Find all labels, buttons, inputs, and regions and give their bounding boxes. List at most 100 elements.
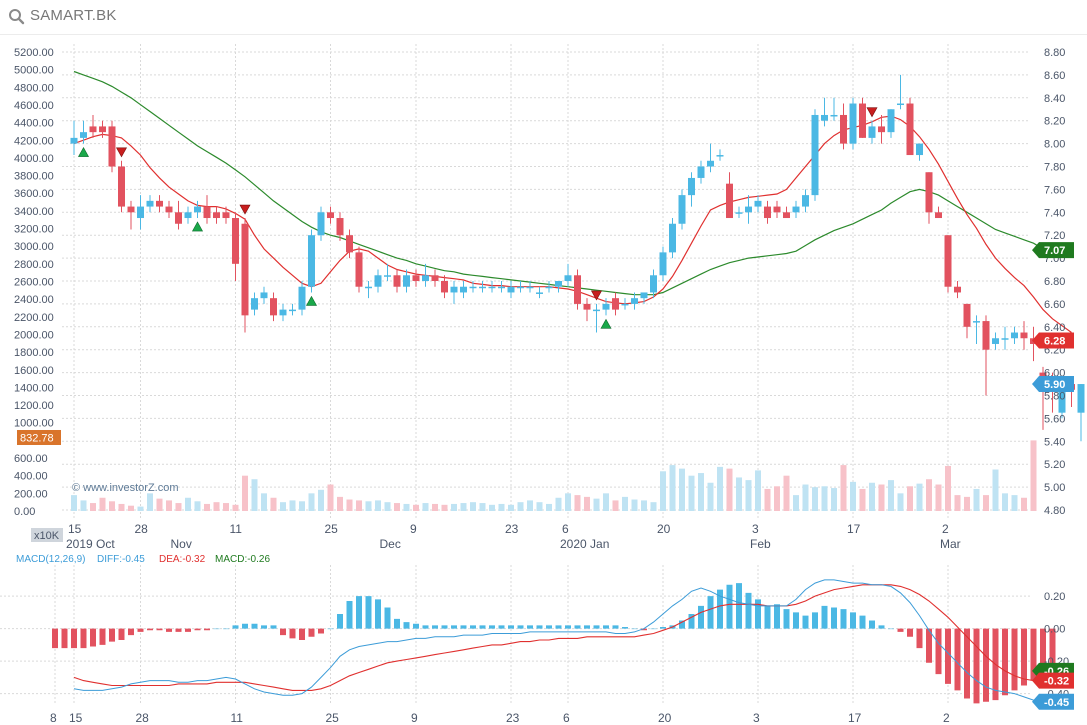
candle-body [925, 172, 933, 213]
price-grid [62, 44, 1030, 518]
candle-body [213, 212, 220, 219]
candle [593, 303, 600, 333]
macd-bar [413, 623, 419, 629]
candle-body [507, 286, 515, 293]
macd-bar [242, 623, 248, 629]
candle-body [251, 298, 258, 310]
macd-bar [479, 625, 486, 629]
macd-bar [251, 623, 258, 629]
candle [479, 281, 486, 293]
price-tick-label: 7.20 [1044, 230, 1065, 242]
macd-badge: -0.32 [1044, 676, 1069, 688]
buy-signal-icon [191, 221, 204, 232]
candle-body [726, 183, 733, 219]
candle-body [906, 103, 914, 156]
macd-bar [660, 627, 666, 629]
volume-current-badge [17, 429, 61, 445]
candle [469, 281, 477, 293]
candle-body [355, 252, 363, 287]
candle-body [859, 103, 866, 138]
macd-bar [384, 607, 391, 629]
candle [412, 269, 420, 287]
candle-body [488, 286, 496, 289]
x-day-label: 2 [942, 522, 949, 536]
volume-bar [527, 500, 533, 511]
candle-body [878, 126, 885, 133]
candle-body [669, 223, 676, 253]
x-month-label: Feb [750, 537, 771, 551]
candle [99, 120, 106, 138]
price-badge-bg [1032, 332, 1074, 349]
candle-body [1077, 384, 1085, 413]
price-tick-label: 6.80 [1044, 276, 1065, 288]
macd-bar [223, 628, 229, 630]
candle [327, 206, 334, 224]
volume-bar [812, 487, 818, 511]
volume-bar [584, 496, 590, 511]
candle [336, 212, 344, 241]
volume-unit-badge [31, 528, 63, 542]
macd-legend-name: MACD(12,26,9) [16, 554, 85, 565]
volume-bar [118, 503, 125, 511]
volume-bar [517, 502, 524, 511]
macd-bar [679, 620, 685, 629]
search-bar[interactable]: SAMART.BK [0, 0, 1087, 35]
volume-bar [99, 497, 106, 511]
candle-body [944, 235, 952, 287]
candle [450, 281, 458, 304]
macd-bar [641, 628, 647, 631]
macd-bar [527, 625, 533, 629]
candle-body [279, 309, 287, 316]
volume-bar [612, 500, 619, 511]
candle [631, 292, 638, 310]
macd-x-day-label: 9 [411, 711, 418, 725]
volume-bar [736, 477, 742, 511]
volume-tick-label: 1800.00 [14, 347, 54, 359]
macd-bar [356, 596, 362, 629]
macd-bar [517, 625, 524, 629]
price-tick-label: 5.00 [1044, 482, 1065, 494]
macd-bar [612, 625, 619, 629]
candle [80, 120, 87, 144]
x-day-label: 20 [657, 522, 671, 536]
volume-bar [213, 502, 220, 511]
volume-tick-label: 400.00 [14, 471, 48, 483]
candle [916, 143, 923, 161]
macd-bar [71, 628, 77, 649]
candle-body [840, 114, 847, 144]
volume-bar [536, 502, 543, 511]
price-tick-label: 5.40 [1044, 436, 1065, 448]
volume-bar [907, 486, 913, 511]
volume-axis: 0.00 200.00 400.00 600.00 1000.00 1200.00 1400… [14, 47, 54, 518]
macd-bar [831, 607, 837, 629]
volume-tick-label: 1000.00 [14, 418, 54, 430]
candle [678, 189, 686, 230]
candle [830, 97, 838, 121]
volume-tick-label: 3000.00 [14, 241, 54, 253]
macd-bar [954, 628, 961, 691]
candle-body [118, 166, 125, 207]
volume-tick-label: 200.00 [14, 488, 48, 500]
volume-bar [441, 504, 448, 511]
volume-tick-label: 2000.00 [14, 329, 54, 341]
volume-bar [1030, 440, 1037, 511]
candle-body [1001, 338, 1009, 340]
macd-bar [755, 599, 761, 629]
candle-body [621, 303, 629, 306]
candle [431, 269, 439, 287]
macd-bar [983, 628, 989, 702]
candle [650, 269, 657, 299]
candle [279, 303, 287, 322]
candle-body [346, 235, 353, 253]
volume-bar [660, 471, 666, 511]
volume-tick-label: 600.00 [14, 453, 48, 465]
price-badge: 7.07 [1044, 245, 1065, 257]
volume-bar [565, 493, 571, 511]
candle-body [602, 303, 610, 310]
x-day-label: 15 [68, 522, 82, 536]
candle [175, 200, 182, 230]
candle [859, 97, 866, 138]
macd-bar [584, 625, 590, 629]
buy-signal-icon [77, 146, 90, 157]
